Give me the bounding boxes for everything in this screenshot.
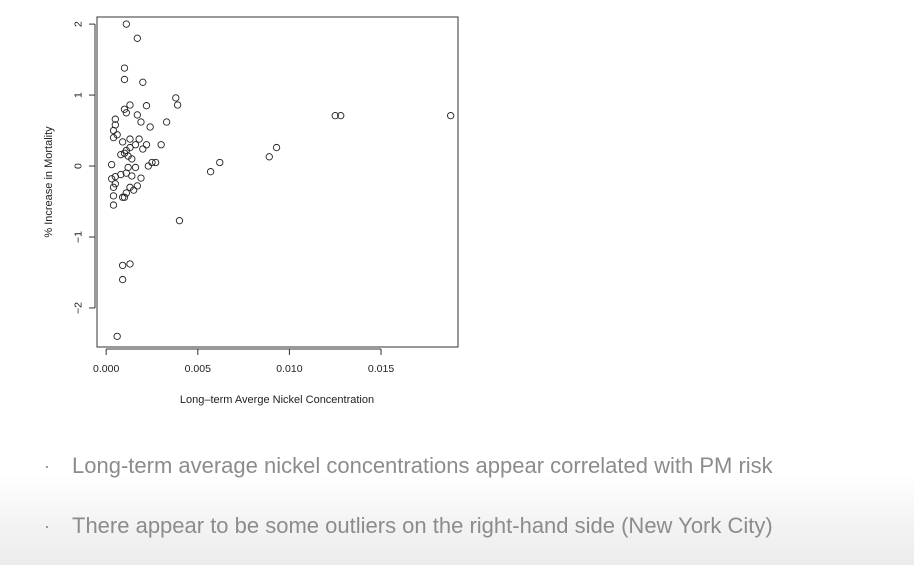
data-point xyxy=(109,126,118,135)
data-point xyxy=(135,135,143,143)
data-point xyxy=(111,173,119,181)
y-tick-label: 1 xyxy=(73,92,85,98)
x-tick-label: 0.000 xyxy=(93,363,119,375)
data-point xyxy=(111,115,119,123)
data-point xyxy=(142,141,151,149)
data-point xyxy=(108,175,116,183)
data-point xyxy=(331,111,339,120)
data-point xyxy=(120,105,129,113)
data-point xyxy=(272,143,281,152)
data-point xyxy=(119,138,127,146)
data-point xyxy=(117,151,125,159)
bullet-item: · There appear to be some outliers on th… xyxy=(44,512,904,540)
data-point xyxy=(126,101,134,109)
data-point xyxy=(173,101,182,109)
bullet-marker: · xyxy=(44,456,50,476)
data-point xyxy=(151,158,160,167)
data-point xyxy=(122,20,130,28)
bullet-list: · Long-term average nickel concentration… xyxy=(44,452,904,540)
data-point xyxy=(122,109,130,117)
data-point xyxy=(216,158,224,167)
data-point xyxy=(111,180,119,188)
data-point xyxy=(109,201,118,209)
y-axis-label: % Increase in Mortality xyxy=(43,126,55,238)
y-tick-label: 2 xyxy=(73,21,85,27)
data-point xyxy=(109,192,118,200)
data-point xyxy=(137,118,145,126)
data-point xyxy=(133,34,141,42)
data-point xyxy=(120,75,129,84)
data-point xyxy=(157,141,165,149)
y-axis: −2 −1 0 1 2 xyxy=(73,21,96,314)
x-axis: 0.000 0.005 0.010 0.015 xyxy=(93,348,394,375)
data-points xyxy=(108,20,455,341)
data-point xyxy=(162,118,171,126)
data-point xyxy=(148,158,156,167)
data-point xyxy=(175,217,184,225)
data-point xyxy=(206,168,215,176)
data-point xyxy=(129,186,138,194)
y-tick-label: 0 xyxy=(73,163,85,169)
data-point xyxy=(131,163,140,172)
data-point xyxy=(119,275,127,284)
data-point xyxy=(142,102,151,110)
data-point xyxy=(119,261,127,270)
data-point xyxy=(172,94,180,102)
x-axis-label: Long–term Averge Nickel Concentration xyxy=(180,394,374,406)
data-point xyxy=(128,172,136,180)
data-point xyxy=(128,155,136,163)
bullet-marker: · xyxy=(44,516,50,536)
data-point xyxy=(109,183,118,191)
data-point xyxy=(126,260,134,268)
data-point xyxy=(337,111,345,120)
plot-frame xyxy=(96,16,459,348)
data-point xyxy=(146,123,154,131)
x-tick-label: 0.010 xyxy=(276,363,302,375)
data-point xyxy=(133,182,141,190)
data-point xyxy=(144,162,152,170)
data-point xyxy=(447,111,455,120)
data-point xyxy=(139,78,147,86)
data-point xyxy=(122,189,130,197)
data-point xyxy=(120,193,129,201)
data-point xyxy=(122,169,130,177)
x-tick-label: 0.005 xyxy=(185,363,211,375)
data-point xyxy=(120,64,129,72)
bullet-item: · Long-term average nickel concentration… xyxy=(44,452,904,480)
data-point xyxy=(109,133,118,142)
bullet-text: Long-term average nickel concentrations … xyxy=(72,453,773,478)
data-point xyxy=(113,332,121,341)
bullet-text: There appear to be some outliers on the … xyxy=(72,513,773,538)
data-point xyxy=(265,153,273,161)
data-point xyxy=(137,174,145,182)
data-point xyxy=(133,111,141,119)
scatter-plot: 0.000 0.005 0.010 0.015 −2 −1 0 1 2 Long–term A… xyxy=(43,16,459,406)
data-point xyxy=(108,160,116,169)
data-point xyxy=(139,145,147,153)
x-tick-label: 0.015 xyxy=(368,363,394,375)
y-tick-label: −1 xyxy=(73,231,85,243)
y-tick-label: −2 xyxy=(73,302,85,314)
data-point xyxy=(131,141,140,149)
data-point xyxy=(126,135,134,143)
data-point xyxy=(119,193,127,201)
